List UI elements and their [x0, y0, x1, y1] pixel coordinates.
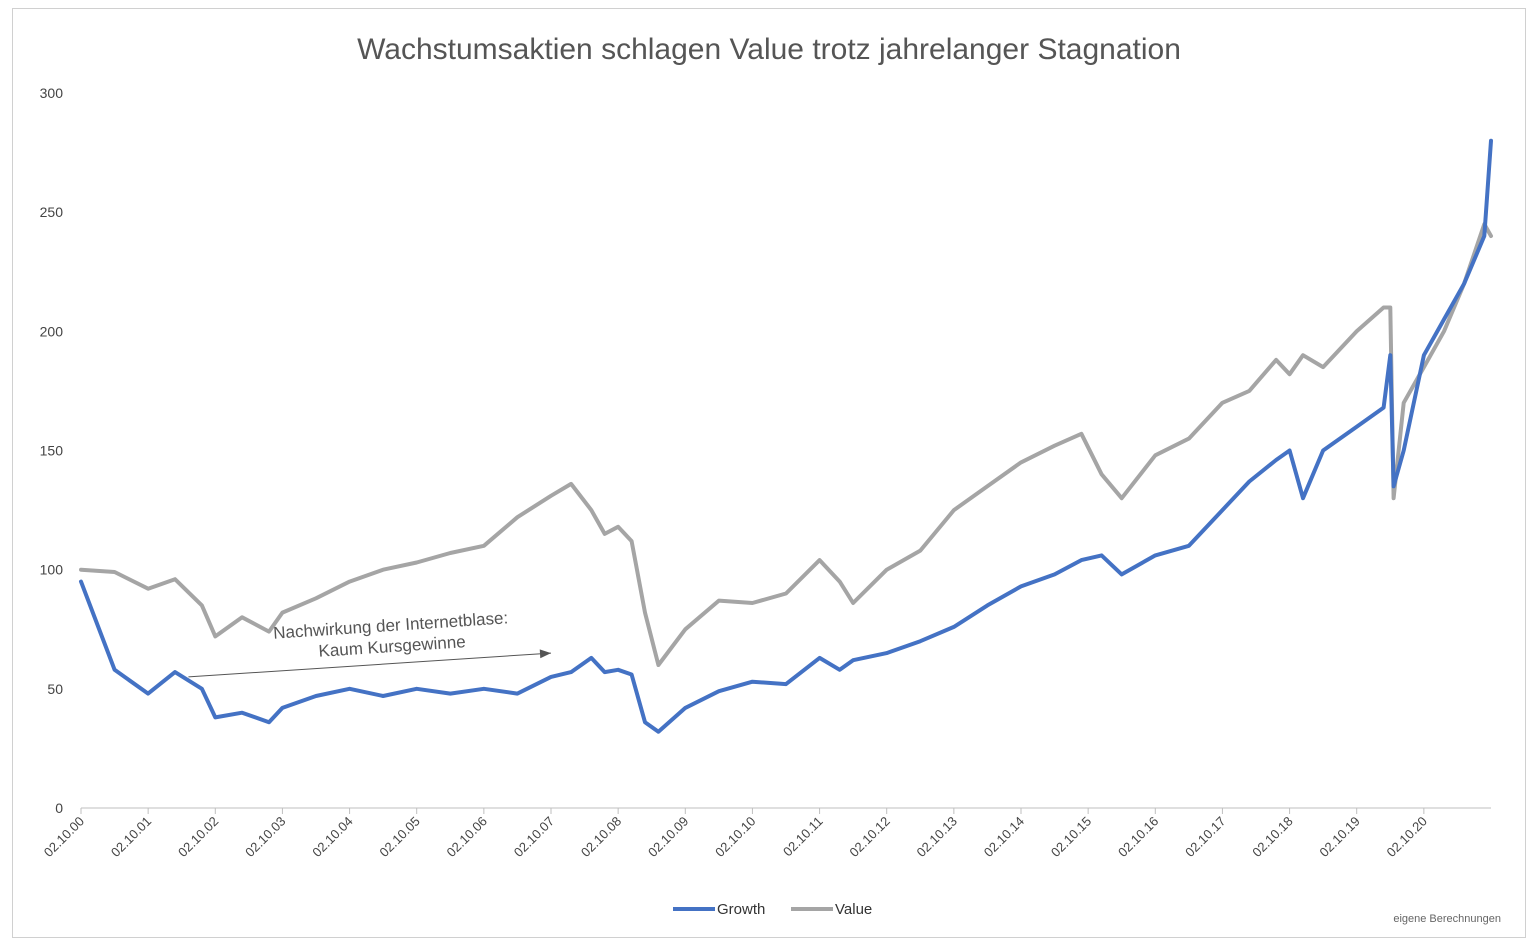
x-tick-label: 02.10.06 — [444, 814, 490, 860]
x-tick-label: 02.10.08 — [578, 814, 624, 860]
y-tick-label: 200 — [40, 323, 64, 339]
x-tick-label: 02.10.09 — [645, 814, 691, 860]
series-line-value — [79, 222, 1493, 667]
y-tick-label: 250 — [40, 204, 64, 220]
y-tick-label: 100 — [40, 562, 64, 578]
x-tick-label: 02.10.13 — [914, 814, 960, 860]
chart-title: Wachstumsaktien schlagen Value trotz jah… — [357, 33, 1181, 66]
x-tick-label: 02.10.04 — [309, 814, 355, 860]
x-tick-label: 02.10.15 — [1048, 814, 1094, 860]
y-tick-label: 150 — [40, 443, 64, 459]
series-line-growth — [79, 138, 1493, 734]
x-tick-label: 02.10.14 — [981, 814, 1027, 860]
legend-label-value: Value — [835, 901, 872, 918]
x-tick-label: 02.10.01 — [108, 814, 154, 860]
x-tick-label: 02.10.05 — [376, 814, 422, 860]
credit-note: eigene Berechnungen — [1393, 913, 1501, 925]
x-tick-label: 02.10.00 — [41, 814, 87, 860]
series-layer — [79, 138, 1493, 734]
x-axis: 02.10.00 02.10.01 02.10.02 02.10.03 02.10.04… — [41, 807, 1491, 860]
annotation-arrow-line — [188, 652, 552, 678]
x-tick-label: 02.10.12 — [846, 814, 892, 860]
legend-label-growth: Growth — [717, 901, 765, 918]
x-tick-label: 02.10.03 — [242, 814, 288, 860]
y-tick-label: 300 — [40, 85, 64, 101]
y-tick-label: 50 — [47, 681, 63, 697]
annotation-arrow-head — [539, 649, 551, 659]
x-tick-label: 02.10.18 — [1249, 814, 1295, 860]
x-tick-label: 02.10.11 — [780, 814, 826, 860]
x-tick-label: 02.10.20 — [1384, 814, 1430, 860]
legend: Growth Value — [673, 901, 872, 918]
x-tick-label: 02.10.16 — [1115, 814, 1161, 860]
x-tick-label: 02.10.17 — [1182, 814, 1228, 860]
x-tick-label: 02.10.19 — [1316, 814, 1362, 860]
x-tick-label: 02.10.07 — [511, 814, 557, 860]
line-chart: Wachstumsaktien schlagen Value trotz jah… — [40, 33, 1501, 925]
chart-frame: Wachstumsaktien schlagen Value trotz jah… — [12, 8, 1526, 938]
x-tick-label: 02.10.10 — [712, 814, 758, 860]
y-tick-label: 0 — [55, 800, 63, 816]
y-axis: 0 50 100 150 200 250 300 — [40, 85, 64, 816]
x-tick-label: 02.10.02 — [175, 814, 221, 860]
